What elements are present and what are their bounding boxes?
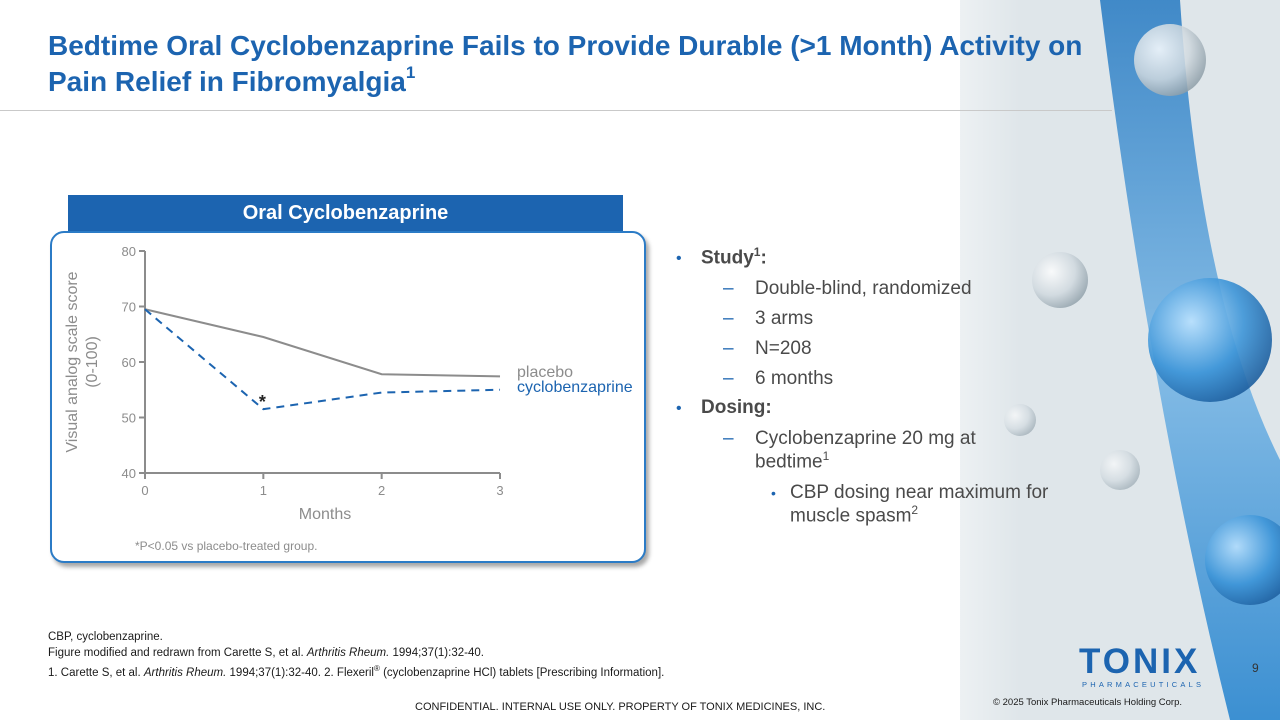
study-item: –3 arms bbox=[723, 308, 814, 330]
dash-icon: – bbox=[723, 368, 734, 390]
dash-icon: – bbox=[723, 338, 734, 360]
chart-frame bbox=[50, 231, 646, 563]
page-number: 9 bbox=[1252, 661, 1259, 675]
footnote-abbrev: CBP, cyclobenzaprine. bbox=[48, 631, 163, 643]
dosing-subitem: • CBP dosing near maximum for muscle spa… bbox=[771, 481, 1049, 526]
tonix-logo: TONIX PHARMACEUTICALS bbox=[1079, 642, 1205, 690]
bullet-dot-icon: • bbox=[676, 250, 682, 268]
dash-icon: – bbox=[723, 308, 734, 330]
references: CBP, cyclobenzaprine. Figure modified an… bbox=[48, 629, 664, 681]
bullet-dot-icon: • bbox=[771, 484, 776, 501]
chart-title-banner: Oral Cyclobenzaprine bbox=[68, 195, 623, 231]
footnote-source: Figure modified and redrawn from Carette… bbox=[48, 647, 484, 659]
study-item: – N=208 bbox=[723, 338, 812, 360]
slide-title: Bedtime Oral Cyclobenzaprine Fails to Pr… bbox=[48, 30, 1083, 97]
study-item: –6 months bbox=[723, 368, 834, 390]
dash-icon: – bbox=[723, 278, 734, 300]
copyright: © 2025 Tonix Pharmaceuticals Holding Cor… bbox=[993, 697, 1183, 708]
dash-icon: – bbox=[723, 428, 734, 450]
bullet-dosing: • Dosing: bbox=[676, 397, 772, 419]
bullet-study: • Study1: bbox=[676, 245, 767, 269]
study-items: – Double-blind, randomized –3 arms – N=208 –6… bbox=[676, 277, 1096, 390]
confidential-notice: CONFIDENTIAL. INTERNAL USE ONLY. PROPERT… bbox=[415, 701, 826, 713]
dosing-item: – Cyclobenzaprine 20 mg at bedtime1 bbox=[723, 428, 976, 473]
bullet-dot-icon: • bbox=[676, 400, 682, 418]
study-item: – Double-blind, randomized bbox=[723, 278, 972, 300]
footnote-refs: 1. Carette S, et al. Arthritis Rheum. 19… bbox=[48, 664, 665, 679]
title-divider bbox=[0, 110, 1112, 111]
study-bullets: • Study1: – Double-blind, randomized –3 ar… bbox=[676, 246, 1096, 527]
